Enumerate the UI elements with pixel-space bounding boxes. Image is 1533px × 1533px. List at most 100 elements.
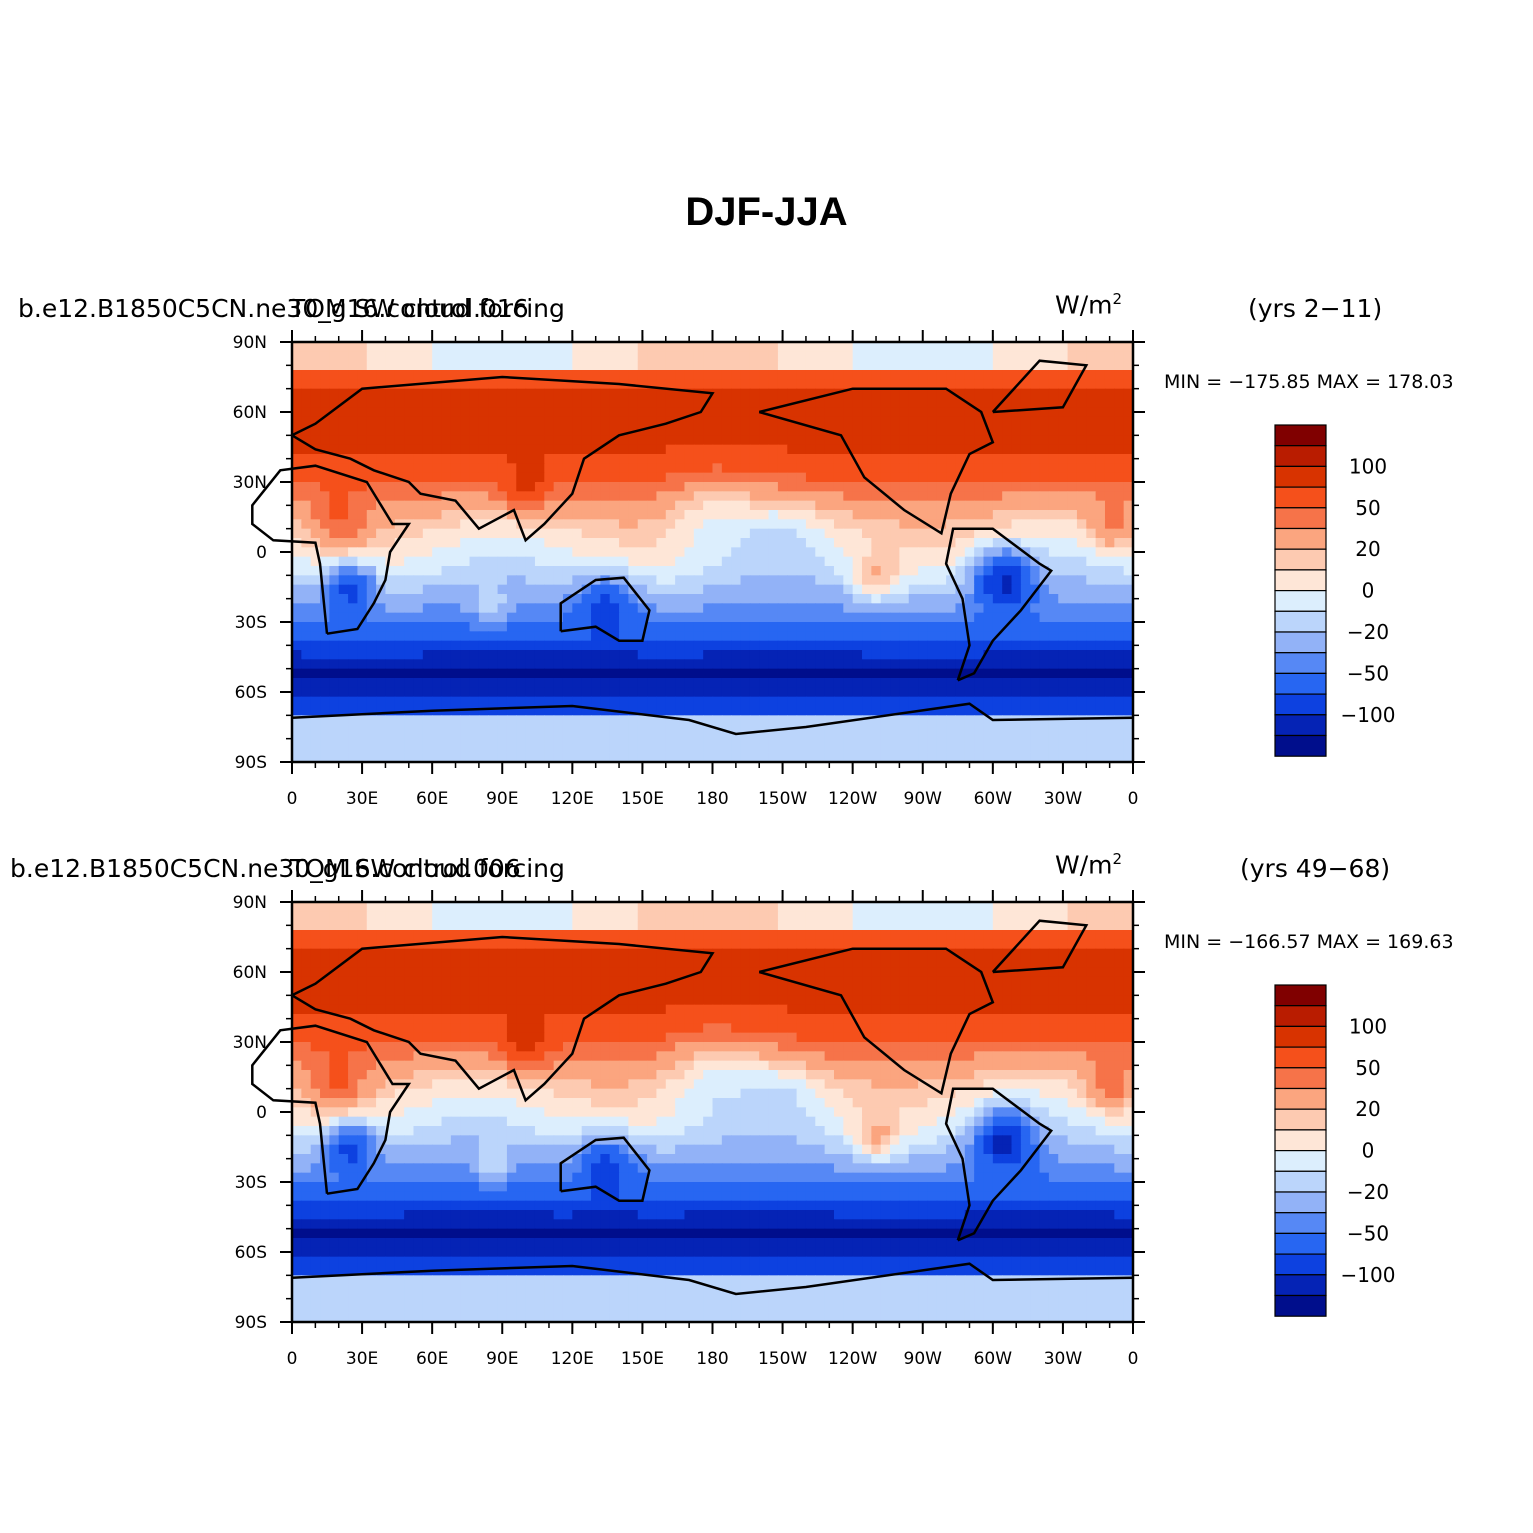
field-cell [544, 351, 555, 362]
field-cell [862, 958, 872, 968]
field-cell [385, 379, 396, 390]
field-cell [918, 920, 929, 931]
field-cell [805, 426, 816, 436]
field-cell [1067, 370, 1078, 380]
field-cell [534, 967, 545, 978]
field-cell [1020, 444, 1031, 455]
field-cell [862, 930, 872, 940]
field-cell [740, 920, 751, 931]
field-cell [572, 342, 583, 352]
field-cell [460, 388, 471, 399]
field-cell [338, 510, 349, 520]
field-cell [740, 472, 751, 483]
field-cell [525, 454, 536, 464]
field-cell [404, 426, 415, 436]
field-cell [478, 491, 489, 502]
field-cell [759, 379, 770, 390]
field-cell [366, 482, 377, 492]
field-cell [1058, 351, 1069, 362]
field-cell [740, 426, 751, 436]
field-cell [572, 958, 583, 968]
field-cell [441, 500, 452, 511]
field-cell [843, 902, 854, 912]
field-cell [1067, 510, 1078, 520]
field-cell [703, 407, 714, 418]
field-cell [815, 472, 826, 483]
field-cell [703, 482, 714, 492]
field-cell [759, 398, 770, 408]
field-cell [749, 426, 760, 436]
field-cell [292, 930, 302, 940]
field-cell [918, 510, 929, 520]
field-cell [647, 911, 658, 922]
field-cell [647, 491, 658, 502]
field-cell [908, 435, 919, 446]
field-cell [815, 435, 826, 446]
field-cell [740, 444, 751, 455]
field-cell [469, 388, 480, 399]
field-cell [1039, 948, 1050, 959]
field-cell [862, 491, 872, 502]
field-cell [413, 398, 424, 408]
field-cell [936, 911, 947, 922]
field-cell [600, 426, 611, 436]
field-cell [1104, 491, 1115, 502]
field-cell [609, 398, 620, 408]
field-cell [1104, 444, 1115, 455]
field-cell [1114, 388, 1125, 399]
field-cell [320, 435, 330, 446]
field-cell [946, 407, 957, 418]
field-cell [880, 958, 891, 968]
field-cell [572, 902, 583, 912]
field-cell [1020, 379, 1031, 390]
field-cell [955, 482, 966, 492]
field-cell [852, 444, 863, 455]
field-cell [525, 500, 536, 511]
field-cell [759, 444, 770, 455]
field-cell [731, 472, 742, 483]
field-cell [656, 902, 667, 912]
field-cell [983, 398, 994, 408]
field-cell [843, 510, 854, 520]
field-cell [974, 911, 985, 922]
field-cell [292, 939, 302, 950]
field-cell [497, 426, 508, 436]
field-cell [413, 948, 424, 959]
field-cell [376, 510, 387, 520]
field-cell [1095, 416, 1106, 427]
field-cell [693, 416, 704, 427]
field-cell [927, 342, 938, 352]
field-cell [628, 342, 639, 352]
field-cell [777, 407, 788, 418]
field-cell [1095, 463, 1106, 474]
field-cell [936, 920, 947, 931]
field-cell [609, 435, 620, 446]
field-cell [908, 519, 919, 530]
field-cell [815, 351, 826, 362]
field-cell [497, 388, 508, 399]
field-cell [918, 902, 929, 912]
field-cell [572, 510, 583, 520]
field-cell [637, 902, 648, 912]
field-cell [441, 398, 452, 408]
field-cell [815, 482, 826, 492]
field-cell [292, 351, 302, 362]
field-cell [1104, 939, 1115, 950]
field-cell [675, 370, 686, 380]
field-cell [366, 948, 377, 959]
field-cell [366, 407, 377, 418]
field-cell [1123, 426, 1134, 436]
field-cell [1011, 407, 1022, 418]
field-cell [768, 482, 779, 492]
field-cell [1002, 360, 1013, 371]
field-cell [1011, 444, 1022, 455]
field-cell [768, 360, 779, 371]
field-cell [749, 472, 760, 483]
field-cell [927, 360, 938, 371]
field-cell [553, 482, 564, 492]
field-cell [394, 398, 405, 408]
field-cell [600, 463, 611, 474]
field-cell [441, 388, 452, 399]
field-cell [740, 435, 751, 446]
field-cell [833, 939, 844, 950]
